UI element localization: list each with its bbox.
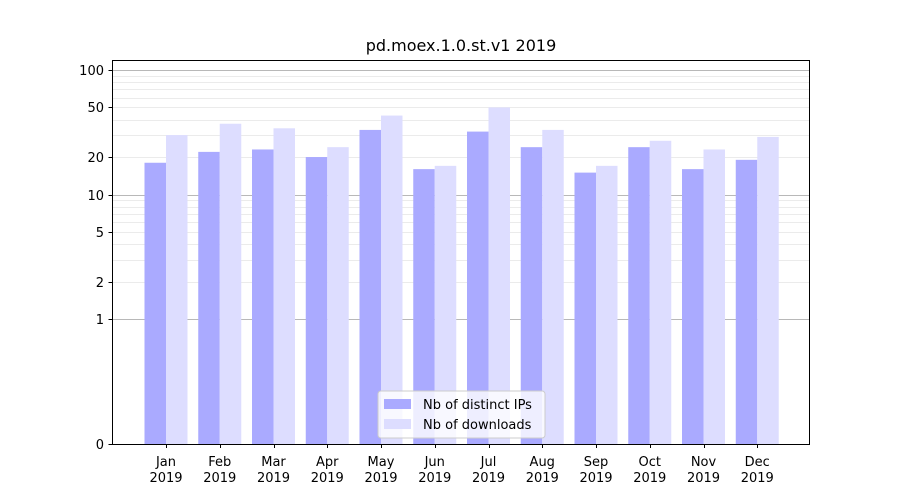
x-tick-label-year: 2019	[418, 471, 451, 486]
bar-ips-mar	[252, 149, 274, 444]
y-axis: 0 1 2 5 10 20 50 100	[79, 64, 112, 453]
x-tick-label-year: 2019	[203, 471, 236, 486]
y-tick-label: 2	[96, 276, 104, 291]
x-axis: Jan2019Feb2019Mar2019Apr2019May2019Jun20…	[149, 444, 774, 486]
bar-downloads-jan	[166, 135, 188, 444]
bar-downloads-may	[381, 115, 403, 444]
bar-ips-nov	[682, 169, 704, 444]
x-tick-label-month: Dec	[745, 455, 770, 470]
bar-ips-dec	[735, 159, 758, 444]
bar-ips-may	[359, 129, 381, 445]
bar-downloads-apr	[327, 147, 349, 445]
x-tick-label-year: 2019	[526, 471, 559, 486]
y-tick-label: 50	[87, 101, 104, 116]
bar-downloads-jun	[434, 165, 457, 444]
y-tick-label: 5	[96, 226, 104, 241]
legend-box	[377, 390, 546, 439]
y-tick-label: 1	[96, 313, 104, 328]
bar-ips-apr	[305, 157, 328, 445]
bar-ips-oct	[628, 147, 650, 445]
bar-downloads-sep	[596, 165, 618, 444]
x-tick-label-year: 2019	[741, 471, 774, 486]
bar-downloads-oct	[649, 140, 672, 445]
bar-ips-aug	[520, 147, 543, 445]
bar-ips-sep	[574, 172, 596, 444]
x-tick-label-year: 2019	[579, 471, 612, 486]
x-tick-label-month: Aug	[530, 455, 555, 470]
y-tick-label: 10	[87, 189, 104, 204]
x-tick-label-month: Oct	[639, 455, 661, 470]
bar-downloads-feb	[219, 123, 242, 444]
bar-ips-jan	[144, 162, 166, 444]
bar-downloads-nov	[703, 149, 725, 444]
x-tick-label-month: Sep	[584, 455, 609, 470]
bar-ips-jun	[413, 169, 435, 444]
bars	[144, 107, 779, 445]
x-tick-label-year: 2019	[364, 471, 397, 486]
legend: Nb of distinct IPs Nb of downloads	[377, 390, 546, 439]
x-tick-label-year: 2019	[687, 471, 720, 486]
bar-downloads-dec	[757, 136, 779, 445]
y-tick-label: 0	[96, 438, 104, 453]
x-tick-label-month: Mar	[261, 455, 286, 470]
bar-downloads-mar	[273, 128, 295, 445]
x-tick-label-month: Jun	[424, 455, 445, 470]
x-tick-label-month: May	[368, 455, 395, 470]
bar-downloads-jul	[488, 107, 510, 445]
bar-downloads-aug	[542, 129, 564, 445]
legend-label: Nb of distinct IPs	[423, 398, 532, 413]
x-tick-label-year: 2019	[311, 471, 344, 486]
x-tick-label-month: Nov	[691, 455, 717, 470]
x-tick-label-month: Jul	[480, 455, 497, 470]
bar-ips-feb	[198, 151, 220, 444]
x-tick-label-month: Jan	[155, 455, 176, 470]
plot-frame	[112, 60, 810, 445]
x-tick-label-month: Feb	[208, 455, 231, 470]
y-tick-label: 100	[79, 64, 104, 79]
x-tick-label-year: 2019	[257, 471, 290, 486]
x-tick-label-year: 2019	[633, 471, 666, 486]
legend-label: Nb of downloads	[423, 418, 532, 433]
bar-ips-jul	[467, 131, 489, 444]
x-tick-label-year: 2019	[149, 471, 182, 486]
legend-swatch	[384, 419, 411, 429]
chart-title: pd.moex.1.0.st.v1 2019	[366, 36, 557, 55]
legend-swatch	[384, 399, 411, 409]
y-tick-label: 20	[87, 151, 104, 166]
x-tick-label-month: Apr	[316, 455, 339, 470]
x-tick-label-year: 2019	[472, 471, 505, 486]
